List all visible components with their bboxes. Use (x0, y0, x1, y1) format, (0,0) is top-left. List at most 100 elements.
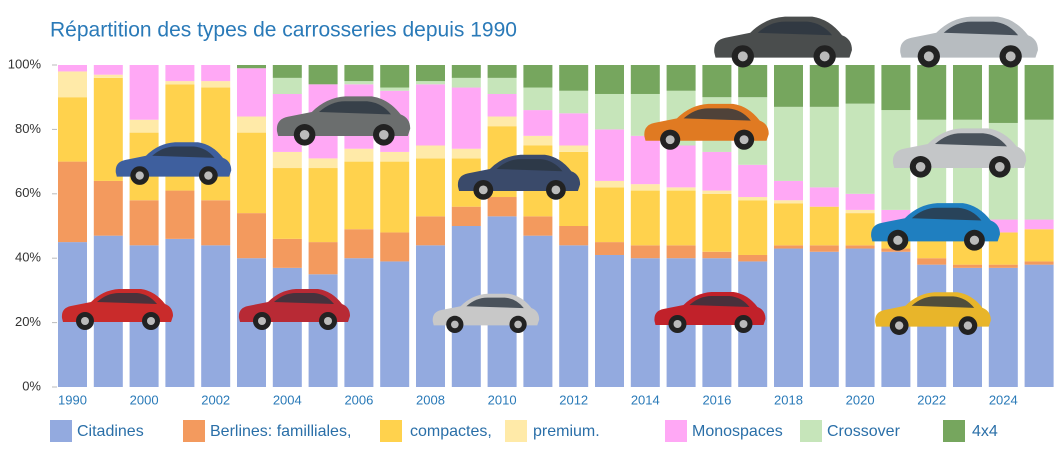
bar-segment (953, 264, 982, 268)
bar-segment (595, 187, 624, 243)
bar-segment (666, 245, 696, 259)
x-tick-label: 2010 (488, 392, 517, 407)
bar-segment (165, 81, 195, 85)
bar-segment (917, 65, 947, 120)
bar-segment (845, 245, 875, 249)
bar-segment (559, 113, 589, 146)
legend-label: Crossover (827, 423, 901, 440)
bar-segment (738, 254, 768, 262)
bar-segment (774, 106, 803, 181)
bars (58, 65, 1054, 387)
bar-segment (344, 161, 374, 230)
bar-segment (451, 206, 481, 226)
bar-segment (165, 65, 195, 82)
bar-segment (451, 87, 481, 149)
bar-segment (416, 216, 445, 246)
legend-label: premium. (533, 423, 600, 440)
bar-segment (845, 65, 875, 104)
bar-segment (272, 151, 302, 169)
bar-segment (774, 203, 803, 246)
bar-segment (380, 151, 410, 162)
legend-label: 4x4 (972, 423, 998, 440)
legend-swatch (943, 420, 965, 442)
bar-segment (917, 258, 947, 265)
bar-segment (809, 251, 839, 387)
bar-segment (416, 65, 445, 82)
bar-segment (129, 119, 159, 133)
bar-segment (1024, 229, 1054, 262)
y-tick-label: 60% (15, 185, 41, 200)
bar-segment (630, 65, 660, 94)
bar-segment (559, 226, 589, 246)
x-tick-label: 2020 (846, 392, 875, 407)
bar-segment (201, 245, 231, 387)
bar-segment (237, 68, 266, 117)
bar-segment (774, 245, 803, 249)
bar-segment (630, 184, 660, 191)
bar-segment (702, 151, 732, 191)
bar-segment (1024, 65, 1054, 120)
bar-segment (344, 258, 374, 387)
bar-segment (344, 148, 374, 162)
x-tick-label: 2016 (702, 392, 731, 407)
bar-segment (595, 254, 624, 387)
x-tick-label: 2014 (631, 392, 660, 407)
bar-segment (595, 93, 624, 130)
bar-segment (58, 65, 87, 72)
bar-segment (595, 65, 624, 94)
bar-segment (595, 242, 624, 255)
bar-segment (344, 81, 374, 85)
bar-segment (738, 197, 768, 201)
bar-segment (845, 248, 875, 387)
bar-segment (595, 129, 624, 181)
bar-segment (809, 65, 839, 107)
bar-segment (1024, 219, 1054, 230)
bar-segment (845, 103, 875, 194)
bar-segment (845, 209, 875, 214)
bar-segment (380, 87, 410, 91)
bar-segment (201, 200, 231, 246)
bar-segment (559, 145, 589, 152)
bar-segment (487, 65, 517, 78)
bar-segment (451, 65, 481, 78)
bar-segment (774, 65, 803, 107)
bar-segment (881, 65, 911, 111)
x-tick-label: 2004 (273, 392, 302, 407)
bar-segment (988, 264, 1018, 268)
y-tick-label: 40% (15, 250, 41, 265)
bar-segment (559, 245, 589, 387)
bar-segment (738, 200, 768, 255)
bar-segment (201, 81, 231, 88)
bar-segment (523, 135, 553, 146)
bar-segment (1024, 264, 1054, 387)
x-tick-label: 2022 (917, 392, 946, 407)
legend-swatch (183, 420, 205, 442)
bar-segment (380, 232, 410, 262)
bar-segment (523, 110, 553, 136)
bar-segment (308, 242, 338, 275)
bar-segment (666, 65, 696, 91)
bar-segment (523, 216, 553, 236)
bar-segment (809, 187, 839, 207)
bar-segment (630, 190, 660, 246)
bar-segment (201, 65, 231, 82)
bar-segment (416, 158, 445, 217)
bar-segment (630, 245, 660, 259)
bar-segment (272, 238, 302, 268)
bar-segment (308, 65, 338, 85)
bar-segment (165, 190, 195, 239)
x-tick-label: 2000 (130, 392, 159, 407)
bar-segment (774, 200, 803, 204)
bar-segment (1024, 261, 1054, 265)
bar-segment (58, 161, 87, 243)
legend-swatch (50, 420, 72, 442)
legend-label: compactes, (410, 423, 492, 440)
x-tick-label: 2008 (416, 392, 445, 407)
bar-segment (129, 200, 159, 246)
bar-segment (702, 190, 732, 194)
bar-segment (451, 148, 481, 159)
bar-segment (595, 180, 624, 188)
chart-title: Répartition des types de carrosseries de… (50, 19, 517, 42)
bar-segment (702, 251, 732, 259)
